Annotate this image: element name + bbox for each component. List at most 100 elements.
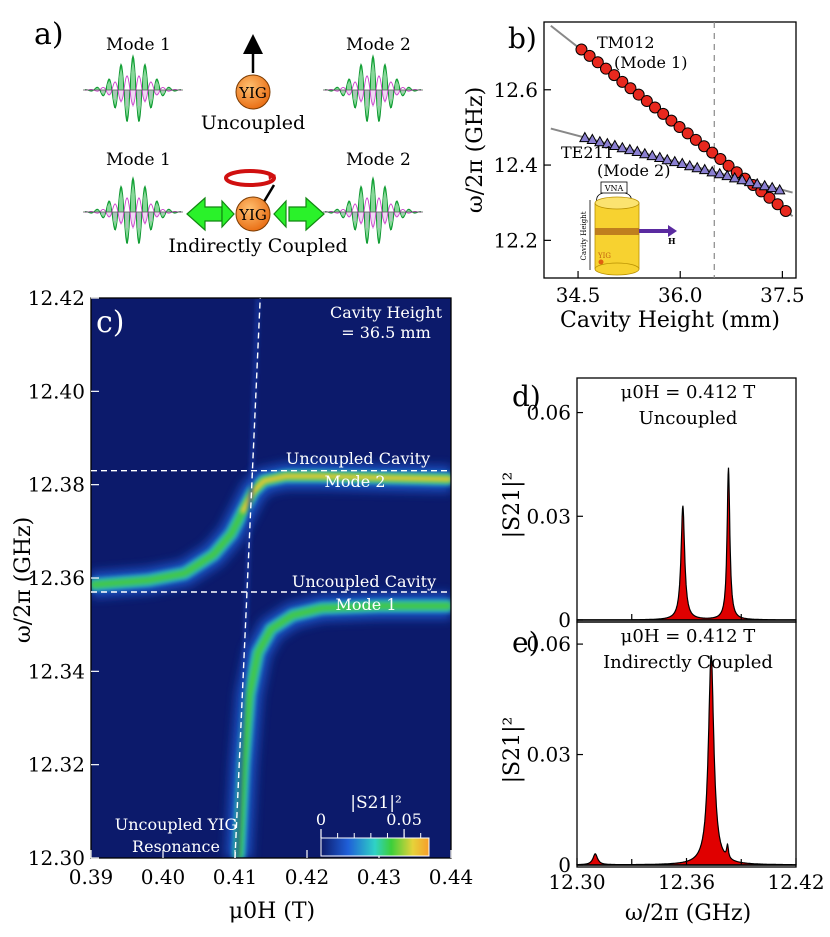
b-point-mode2 xyxy=(646,149,659,161)
c-xtick-label: 0.42 xyxy=(285,865,330,889)
cavity-cylinder xyxy=(594,202,640,270)
colorbar-tick-label: 0.05 xyxy=(386,810,422,829)
cavity-band xyxy=(595,228,639,235)
b-point-mode2 xyxy=(706,165,719,177)
wave-envelope xyxy=(85,54,181,122)
vna-box xyxy=(600,181,628,194)
b-point-mode2 xyxy=(713,167,726,179)
mode1-wave-top xyxy=(83,54,183,122)
yig-sphere-bottom xyxy=(235,196,271,232)
double-arrow-left-head-icon xyxy=(221,199,235,229)
yig-inset-label: YIG xyxy=(597,252,611,260)
double-arrow-right-icon xyxy=(288,196,325,232)
bottom-mode1-label: Mode 1 xyxy=(106,150,171,170)
c-ytick-label: 12.40 xyxy=(28,379,85,403)
panel-b-label: b) xyxy=(508,22,537,55)
spectrum-area xyxy=(576,467,797,621)
b-point-mode2 xyxy=(743,175,756,187)
spectrum-area xyxy=(576,655,797,866)
b-xtick-label: 36.0 xyxy=(658,283,703,307)
top-mode2-label: Mode 2 xyxy=(346,35,411,55)
cavity-height-note-line1: Cavity Height xyxy=(330,303,443,322)
colorbar xyxy=(320,837,430,857)
cavity-inset: VNA H Cavity Height YIG xyxy=(580,181,677,276)
top-mode1-label: Mode 1 xyxy=(106,35,171,55)
c-ytick-label: 12.36 xyxy=(28,566,85,590)
ytick-label: 0 xyxy=(558,853,571,877)
b-xtick-label: 37.5 xyxy=(760,283,805,307)
wave-envelope-neg xyxy=(85,75,181,107)
d-plot: 0 0.03 0.06 xyxy=(526,401,797,632)
yig-inset-sphere xyxy=(598,259,604,265)
precession-arrowhead-icon xyxy=(268,172,276,180)
e-plot: 0 0.03 0.06 12.30 12.36 12.42 xyxy=(526,632,824,894)
c-xtick-label: 0.44 xyxy=(429,865,474,889)
panel-d-label: d) xyxy=(512,380,541,413)
c-xlabel: μ0H (T) xyxy=(229,899,315,924)
c-ytick-label: 12.32 xyxy=(28,753,85,777)
c-lower-core xyxy=(235,602,451,858)
yig-label-bottom: YIG xyxy=(238,206,267,224)
b-point-mode1 xyxy=(649,101,662,114)
panel-a-label: a) xyxy=(34,17,64,52)
double-arrow-right-head-icon xyxy=(273,199,287,229)
b-point-mode1 xyxy=(624,82,637,95)
b-point-mode2 xyxy=(653,151,666,163)
mode1-wave-bottom xyxy=(83,176,183,244)
b-point-mode1 xyxy=(599,62,612,75)
d-ylabel: |S21|² xyxy=(500,472,525,539)
ytick-label: 0.06 xyxy=(526,401,571,425)
mode2-wave-bottom xyxy=(323,176,423,244)
b-axis-ticks: 34.5 36.0 37.5 12.2 12.4 12.6 xyxy=(493,78,804,307)
e-title-line1: μ0H = 0.412 T xyxy=(621,626,756,647)
mode2-wave-top xyxy=(323,54,423,122)
e-title-line2: Indirectly Coupled xyxy=(603,652,773,673)
wave-envelope-neg xyxy=(325,197,421,229)
b-point-mode1 xyxy=(706,146,719,159)
b-point-mode1 xyxy=(665,114,678,127)
b-point-mode1 xyxy=(657,107,670,120)
b-point-mode2 xyxy=(698,163,711,175)
tm012-label: TM012 xyxy=(597,33,655,52)
bottom-mode2-label: Mode 2 xyxy=(346,150,411,170)
b-point-mode2 xyxy=(661,153,674,165)
cavity-height-note-line2: = 36.5 mm xyxy=(341,323,431,342)
d-title-line1: μ0H = 0.412 T xyxy=(621,382,756,403)
xtick-label: 12.30 xyxy=(548,870,605,894)
cavity-top xyxy=(594,196,640,210)
b-ytick-label: 12.2 xyxy=(493,228,538,252)
cavity-bottom xyxy=(594,262,640,276)
uncoupled-caption: Uncoupled xyxy=(201,112,305,134)
ytick-label: 0 xyxy=(558,608,571,632)
b-point-mode2 xyxy=(728,171,741,183)
b-ytick-label: 12.4 xyxy=(493,153,538,177)
wave-envelope-neg xyxy=(325,75,421,107)
double-arrow-left-icon xyxy=(186,196,223,232)
e-ylabel: |S21|² xyxy=(500,717,525,784)
b-ytick-label: 12.6 xyxy=(493,78,538,102)
b-markers xyxy=(575,43,792,217)
c-ytick-label: 12.42 xyxy=(28,286,85,310)
panel-d: d) |S21|² 0 0.03 0.06 μ0H = 0.412 T Uncoup… xyxy=(500,377,797,632)
uncoupled-mode2-line1: Uncoupled Cavity xyxy=(286,449,430,468)
b-point-mode2 xyxy=(766,181,779,193)
b-point-mode2 xyxy=(608,139,621,150)
ytick-label: 0.03 xyxy=(526,743,571,767)
uncoupled-yig-line2: Resonance xyxy=(132,837,220,856)
b-point-mode1 xyxy=(681,127,694,140)
b-point-mode2 xyxy=(683,159,696,171)
yig-sphere-top xyxy=(235,74,271,110)
b-point-mode2 xyxy=(721,169,734,181)
heatmap-intensity xyxy=(91,298,451,858)
uncoupled-mode1-line2: Mode 1 xyxy=(336,595,397,614)
panel-a: a) Mode 1 Mode 2 Mode 1 Mode 2 YIG Uncou… xyxy=(34,17,423,257)
b-point-mode2 xyxy=(638,147,651,159)
b-point-mode2 xyxy=(623,143,636,155)
c-dashed-lines xyxy=(91,298,451,858)
cavity-height-inset-label: Cavity Height xyxy=(580,211,588,260)
c-xtick-label: 0.43 xyxy=(357,865,402,889)
b-point-mode1 xyxy=(689,133,702,146)
precession-arrow-icon xyxy=(224,169,276,187)
b-xlabel: Cavity Height (mm) xyxy=(560,308,780,333)
